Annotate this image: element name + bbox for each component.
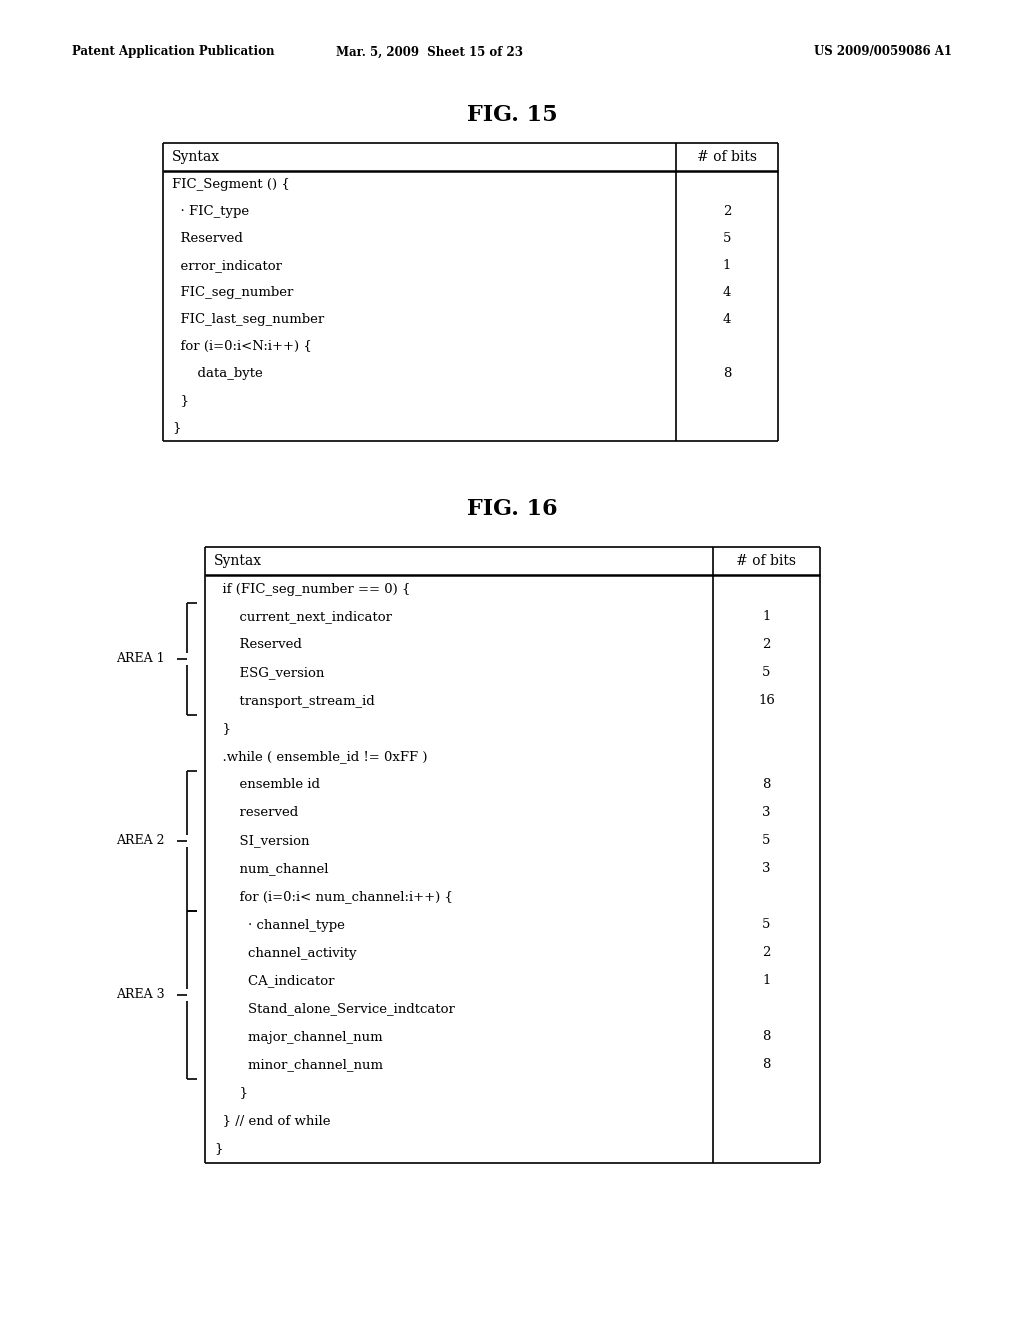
Text: } // end of while: } // end of while [214,1114,331,1127]
Text: 2: 2 [762,946,771,960]
Text: }: } [214,722,231,735]
Text: FIC_Segment () {: FIC_Segment () { [172,178,290,191]
Text: if (FIC_seg_number == 0) {: if (FIC_seg_number == 0) { [214,582,411,595]
Text: }: } [172,421,180,434]
Text: error_indicator: error_indicator [172,259,282,272]
Text: Reserved: Reserved [172,232,243,246]
Text: major_channel_num: major_channel_num [214,1031,383,1044]
Text: SI_version: SI_version [214,834,309,847]
Text: channel_activity: channel_activity [214,946,356,960]
Text: · FIC_type: · FIC_type [172,205,249,218]
Text: 3: 3 [762,862,771,875]
Text: for (i=0:i< num_channel:i++) {: for (i=0:i< num_channel:i++) { [214,891,453,903]
Text: 2: 2 [723,205,731,218]
Text: FIG. 15: FIG. 15 [467,104,557,125]
Text: · channel_type: · channel_type [214,919,345,932]
Text: Mar. 5, 2009  Sheet 15 of 23: Mar. 5, 2009 Sheet 15 of 23 [337,45,523,58]
Text: transport_stream_id: transport_stream_id [214,694,375,708]
Text: FIG. 16: FIG. 16 [467,498,557,520]
Text: Stand_alone_Service_indtcator: Stand_alone_Service_indtcator [214,1002,455,1015]
Text: AREA 3: AREA 3 [117,989,165,1002]
Text: 1: 1 [723,259,731,272]
Text: # of bits: # of bits [736,554,797,568]
Text: US 2009/0059086 A1: US 2009/0059086 A1 [814,45,952,58]
Text: }: } [172,393,189,407]
Text: 3: 3 [762,807,771,820]
Text: 4: 4 [723,313,731,326]
Text: 5: 5 [762,919,771,932]
Text: 8: 8 [762,1031,771,1044]
Text: FIC_last_seg_number: FIC_last_seg_number [172,313,325,326]
Text: AREA 2: AREA 2 [117,834,165,847]
Text: Syntax: Syntax [214,554,262,568]
Text: minor_channel_num: minor_channel_num [214,1059,383,1072]
Text: }: } [214,1143,222,1155]
Text: 5: 5 [762,834,771,847]
Text: Syntax: Syntax [172,150,220,164]
Text: FIC_seg_number: FIC_seg_number [172,286,293,300]
Text: Patent Application Publication: Patent Application Publication [72,45,274,58]
Text: 2: 2 [762,639,771,652]
Text: # of bits: # of bits [697,150,757,164]
Text: 16: 16 [758,694,775,708]
Text: 8: 8 [762,1059,771,1072]
Text: CA_indicator: CA_indicator [214,974,335,987]
Text: 5: 5 [762,667,771,680]
Text: num_channel: num_channel [214,862,329,875]
Text: ensemble id: ensemble id [214,779,319,792]
Text: Reserved: Reserved [214,639,302,652]
Text: 1: 1 [762,610,771,623]
Text: reserved: reserved [214,807,298,820]
Text: ESG_version: ESG_version [214,667,325,680]
Text: 1: 1 [762,974,771,987]
Text: current_next_indicator: current_next_indicator [214,610,392,623]
Text: 4: 4 [723,286,731,300]
Text: data_byte: data_byte [172,367,263,380]
Text: AREA 1: AREA 1 [117,652,165,665]
Text: .while ( ensemble_id != 0xFF ): .while ( ensemble_id != 0xFF ) [214,751,427,763]
Text: 5: 5 [723,232,731,246]
Text: 8: 8 [723,367,731,380]
Text: for (i=0:i<N:i++) {: for (i=0:i<N:i++) { [172,341,312,352]
Text: }: } [214,1086,248,1100]
Text: 8: 8 [762,779,771,792]
